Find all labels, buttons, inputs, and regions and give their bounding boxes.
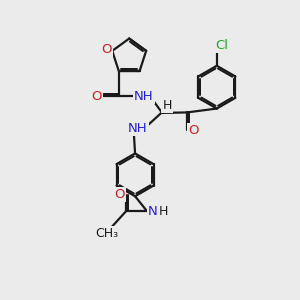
Text: CH₃: CH₃ (95, 227, 119, 240)
Text: Cl: Cl (215, 39, 228, 52)
Text: NH: NH (134, 90, 154, 103)
Text: O: O (91, 90, 102, 103)
Text: O: O (188, 124, 199, 137)
Text: NH: NH (128, 122, 148, 135)
Text: H: H (163, 99, 172, 112)
Text: O: O (114, 188, 125, 201)
Text: H: H (159, 205, 169, 218)
Text: N: N (148, 205, 158, 218)
Text: O: O (102, 43, 112, 56)
